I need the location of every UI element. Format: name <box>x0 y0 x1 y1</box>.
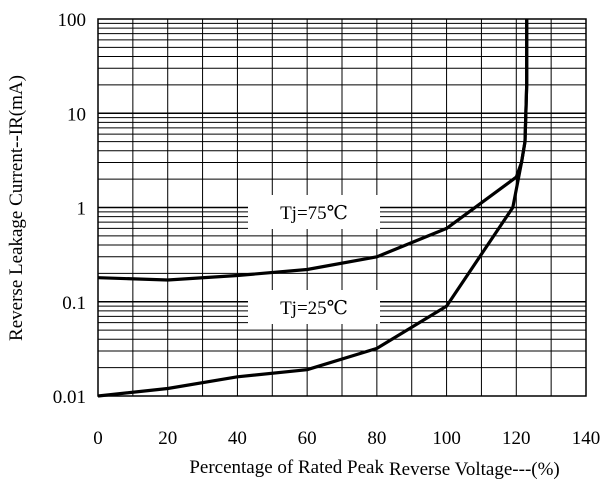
plot-border <box>97 18 587 397</box>
y-tick-label: 1 <box>77 199 87 220</box>
series-label-background <box>248 195 380 229</box>
x-axis-label-part1: Percentage of Rated Peak <box>189 457 384 478</box>
x-tick-label: 120 <box>502 428 531 449</box>
grid <box>98 19 586 396</box>
x-tick-label: 140 <box>572 428 601 449</box>
plot-frame <box>97 18 587 397</box>
y-tick-label: 0.01 <box>53 387 86 408</box>
axis-labels: Reverse Leakage Current--IR(mA) Percenta… <box>6 75 560 480</box>
annotations: Tj=75℃ Tj=25℃ <box>248 195 380 324</box>
tick-labels: 0 20 40 60 80 100 120 140 0.01 0.1 1 10 100 <box>53 10 601 449</box>
y-tick-label: 100 <box>58 10 87 31</box>
series-line-tj75 <box>97 19 529 282</box>
x-tick-label: 100 <box>432 428 461 449</box>
y-tick-label: 0.1 <box>62 293 86 314</box>
series-label-background <box>248 290 380 324</box>
series-label-tj25: Tj=25℃ <box>280 298 348 319</box>
series-layer <box>97 19 529 398</box>
series-line-tj25 <box>97 19 529 398</box>
series-label-tj75: Tj=75℃ <box>280 203 348 224</box>
x-tick-label: 20 <box>158 428 177 449</box>
x-tick-label: 0 <box>93 428 103 449</box>
y-axis-label: Reverse Leakage Current--IR(mA) <box>6 75 27 341</box>
y-tick-label: 10 <box>67 104 86 125</box>
x-tick-label: 80 <box>367 428 386 449</box>
x-tick-label: 40 <box>228 428 247 449</box>
x-axis-label-part2: Reverse Voltage---(%) <box>389 459 560 480</box>
x-tick-label: 60 <box>298 428 317 449</box>
